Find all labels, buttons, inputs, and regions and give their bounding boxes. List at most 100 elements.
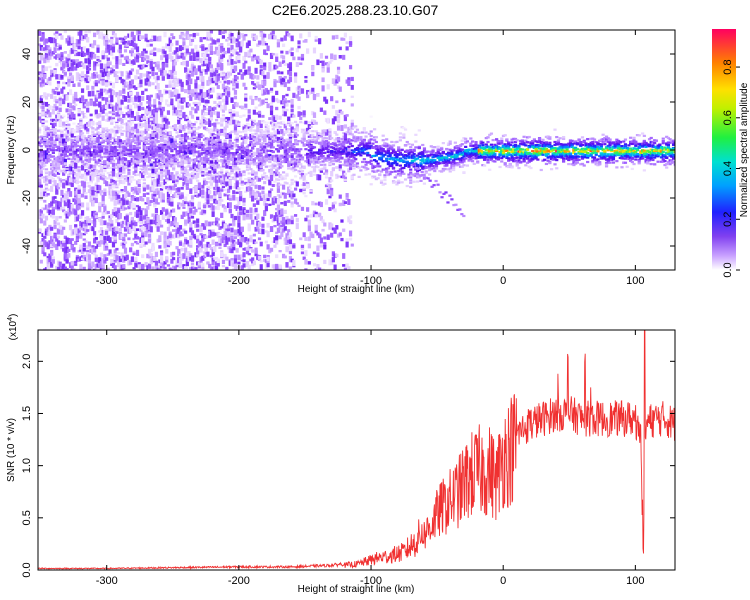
spectrogram-cell [223,205,227,210]
spectrogram-cell [125,142,129,145]
spectrogram-cell [89,265,93,269]
spectrogram-cell [263,210,267,216]
spectrogram-cell [92,158,97,161]
spectrogram-cell [233,215,238,221]
spectrogram-cell [189,131,193,134]
spectrogram-cell [161,148,165,152]
spectrogram-cell [43,130,47,137]
spectrogram-cell [80,62,85,66]
spectrogram-cell [86,128,90,132]
spectrogram-cell [58,57,62,61]
spectrogram-cell [44,204,49,210]
spectrogram-cell [118,263,122,270]
spectrogram-cell [68,203,73,210]
spectrogram-cell [189,257,193,261]
spectrogram-cell [213,169,217,174]
spectrogram-cell [182,166,186,171]
spectrogram-cell [46,130,50,133]
spectrogram-cell [51,235,55,242]
spectrogram-cell [245,145,250,148]
spectrogram-cell [101,71,105,78]
spectrogram-cell [142,115,147,120]
spectrogram-cell [101,109,105,114]
spectrogram-cell [129,228,133,234]
spectrogram-cell [103,147,107,150]
spectrogram-cell [50,185,54,192]
spectrogram-cell [230,213,234,219]
spectrogram-cell [72,229,76,232]
spectrogram-cell [98,151,102,154]
spectrogram-cell [159,144,164,147]
spectrogram-cell [172,156,176,160]
spectrogram-cell [135,139,140,142]
spectrogram-cell [75,257,79,262]
spectrogram-cell [178,45,183,52]
spectrogram-cell [244,152,248,155]
spectrogram-cell [91,210,95,217]
spectrogram-cell [120,99,124,105]
spectrogram-cell [202,152,207,156]
spectrogram-cell [55,99,59,104]
spectrogram-cell [254,97,258,101]
spectrogram-cell [206,171,210,176]
spectrogram-cell [168,223,172,227]
spectrogram-cell [218,104,222,108]
spectrogram-cell [202,209,207,214]
spectrogram-cell [199,72,203,78]
spectrogram-cell [154,152,159,155]
spectrogram-cell [117,207,121,210]
spectrogram-cell [106,101,110,108]
spectrogram-cell [105,101,109,105]
spectrogram-cell [111,131,116,134]
spectrogram-cell [53,170,57,176]
spectrogram-cell [211,231,215,237]
spectrogram-cell [199,190,203,196]
spectrogram-cell [151,166,155,169]
spectrogram-cell [84,153,88,156]
spectrogram-cell [230,118,234,124]
spectrogram-cell [63,147,67,153]
spectrogram-cell [175,47,179,53]
spectrogram-cell [184,144,188,148]
spectrogram-cell [91,261,95,268]
spectrogram-cell [67,76,71,79]
spectrogram-cell [184,89,188,94]
spectrogram-cell [127,160,131,167]
spectrogram-cell [125,140,129,143]
spectrogram-cell [247,69,251,76]
spectrogram-cell [180,62,184,66]
spectrogram-cell [211,170,215,173]
spectrogram-cell [60,139,64,142]
spectrogram-cell [199,36,203,40]
spectrogram-cell [249,158,253,161]
spectrogram-cell [129,144,133,149]
spectrogram-cell [192,147,196,150]
spectrogram-cell [44,144,49,148]
spectrogram-cell [108,104,112,109]
spectrogram-cell [86,206,90,211]
spectrogram-cell [134,116,138,120]
spectrogram-cell [123,106,128,109]
spectrogram-cell [208,161,212,164]
spectrogram-cell [108,193,112,199]
spectrogram-cell [151,150,155,153]
spectrogram-cell [139,64,143,70]
spectrogram-cell [60,265,64,270]
spectrogram-cell [146,60,150,64]
spectrogram-cell [256,142,260,145]
spectrogram-cell [77,135,81,138]
spectrogram-cell [178,162,183,165]
spectrogram-cell [208,170,212,177]
spectrogram-cell [239,195,243,202]
spectrogram-cell [46,154,50,158]
spectrogram-cell [153,35,157,42]
spectrogram-cell [137,76,141,80]
spectrogram-cell [209,195,214,199]
spectrogram-cell [159,97,164,103]
spectrogram-cell [218,58,222,65]
spectrogram-cell [206,176,210,180]
spectrogram-cell [87,91,92,97]
spectrogram-cell [72,152,76,155]
spectrogram-cell [230,49,234,52]
spectrogram-cell [48,153,52,157]
